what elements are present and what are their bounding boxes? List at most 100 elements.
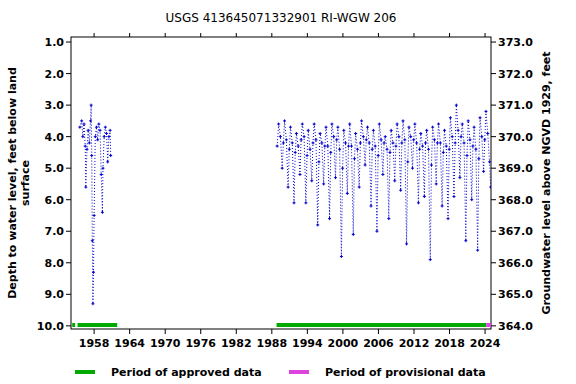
y-tick-label: 4.0 <box>45 131 65 144</box>
x-tick <box>449 329 450 334</box>
data-point <box>89 119 92 122</box>
x-tick <box>307 329 308 334</box>
data-point <box>314 138 317 141</box>
data-point <box>326 145 329 148</box>
data-point <box>101 167 104 170</box>
title: USGS 413645071332901 RI-WGW 206 <box>166 11 397 25</box>
data-point <box>449 116 452 119</box>
y-tick <box>66 325 71 326</box>
x-tick-label: 1958 <box>79 337 110 350</box>
x-tick <box>449 33 450 37</box>
data-point <box>430 164 433 167</box>
y-tick-label: 5.0 <box>45 162 65 175</box>
x-tick-label: 2006 <box>363 337 394 350</box>
data-point <box>109 154 112 157</box>
y-tick <box>66 231 71 232</box>
y2-tick <box>491 136 496 137</box>
x-tick <box>200 329 201 334</box>
data-point <box>374 145 377 148</box>
data-point <box>445 145 448 148</box>
background <box>0 0 576 384</box>
y-tick <box>66 168 71 169</box>
data-point <box>356 148 359 151</box>
data-point <box>419 132 422 135</box>
data-point <box>103 135 106 138</box>
legend-label: Period of approved data <box>111 366 262 379</box>
data-point <box>279 135 282 138</box>
data-point <box>386 148 389 151</box>
y2-tick-label: 367.0 <box>498 225 533 238</box>
x-tick <box>378 33 379 37</box>
data-point <box>423 195 426 198</box>
y2-tick <box>491 262 496 263</box>
x-tick <box>485 329 486 334</box>
data-point <box>397 135 400 138</box>
data-point <box>303 135 306 138</box>
y-axis-label-line: Depth to water level, feet below land <box>6 67 19 299</box>
data-point <box>90 154 93 157</box>
data-point <box>460 135 463 138</box>
data-point <box>388 151 391 154</box>
data-point <box>394 145 397 148</box>
data-point <box>276 145 279 148</box>
data-point <box>295 132 298 135</box>
data-point <box>338 148 341 151</box>
data-point <box>306 154 309 157</box>
data-point <box>322 182 325 185</box>
y-tick <box>66 262 71 263</box>
y2-tick-label: 365.0 <box>498 288 533 301</box>
data-point <box>287 186 290 189</box>
data-point <box>383 141 386 144</box>
data-point <box>335 138 338 141</box>
data-point <box>78 126 81 129</box>
data-point <box>352 233 355 236</box>
data-point <box>84 186 87 189</box>
data-point <box>336 126 339 129</box>
data-point <box>94 135 97 138</box>
data-point <box>107 135 110 138</box>
x-tick <box>271 329 272 334</box>
data-point <box>406 160 409 163</box>
data-point <box>340 255 343 258</box>
data-point <box>366 126 369 129</box>
y-tick-label: 1.0 <box>45 36 65 49</box>
data-point <box>350 145 353 148</box>
x-tick <box>378 329 379 334</box>
data-point <box>463 141 466 144</box>
y2-tick-label: 371.0 <box>498 99 533 112</box>
data-point <box>396 123 399 126</box>
x-tick-label: 1976 <box>185 337 216 350</box>
plot-frame <box>71 37 491 329</box>
y-tick <box>66 105 71 106</box>
data-point <box>329 151 332 154</box>
data-point <box>309 148 312 151</box>
data-point <box>451 135 454 138</box>
data-point <box>297 145 300 148</box>
data-point <box>470 198 473 201</box>
data-point <box>97 123 100 126</box>
data-point <box>371 148 374 151</box>
data-point <box>289 126 292 129</box>
data-point <box>454 141 457 144</box>
data-point <box>473 126 476 129</box>
y2-tick-label: 368.0 <box>498 194 533 207</box>
data-point <box>400 141 403 144</box>
x-tick <box>342 329 343 334</box>
data-point <box>458 176 461 179</box>
x-tick-label: 2018 <box>434 337 465 350</box>
data-point <box>435 182 438 185</box>
data-point <box>471 145 474 148</box>
data-point <box>300 138 303 141</box>
data-point <box>468 138 471 141</box>
y2-tick <box>491 105 496 106</box>
data-point <box>281 167 284 170</box>
data-point <box>87 129 90 132</box>
x-tick <box>342 33 343 37</box>
data-point <box>81 135 84 138</box>
data-point <box>106 160 109 163</box>
y-tick-label: 6.0 <box>45 194 65 207</box>
data-point <box>90 104 93 107</box>
data-point <box>354 132 357 135</box>
y-tick-label: 8.0 <box>45 257 65 270</box>
x-tick <box>129 329 130 334</box>
